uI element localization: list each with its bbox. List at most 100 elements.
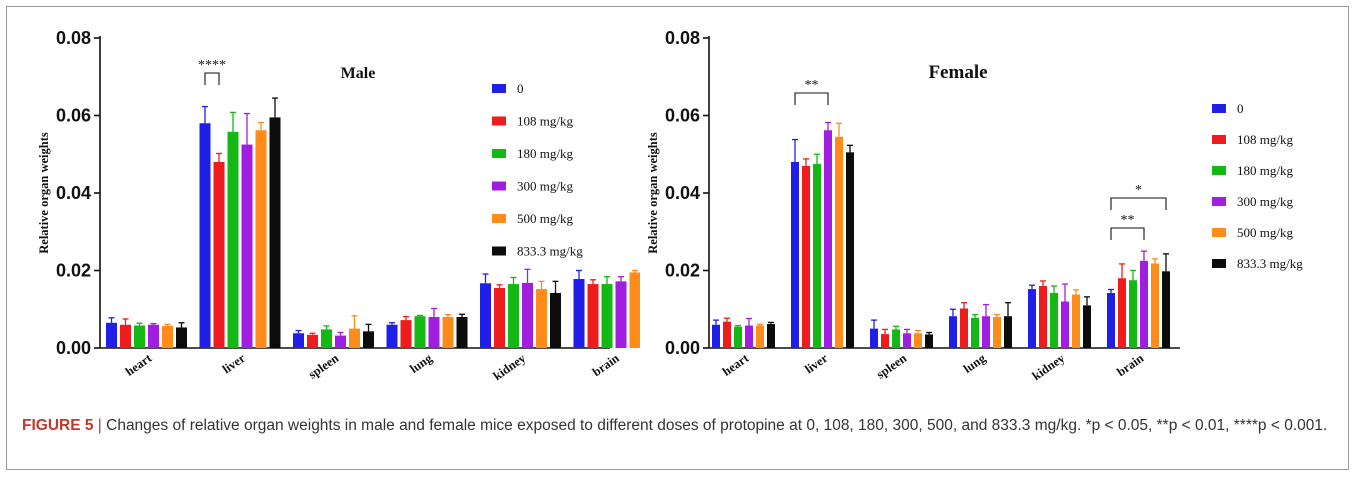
- legend-swatch: [1212, 259, 1226, 268]
- bar: [1083, 305, 1091, 348]
- chart-title: Female: [928, 62, 987, 83]
- legend-label: 500 mg/kg: [517, 211, 573, 226]
- x-tick-label: spleen: [874, 351, 909, 382]
- y-tick-label: 0.04: [665, 183, 700, 203]
- x-tick-label: lung: [961, 351, 989, 376]
- x-tick-label: kidney: [491, 351, 529, 384]
- legend-label: 300 mg/kg: [517, 179, 573, 194]
- legend-label: 0: [1237, 101, 1244, 116]
- figure-caption: FIGURE 5 | Changes of relative organ wei…: [22, 415, 1332, 437]
- y-tick-label: 0.08: [665, 28, 700, 48]
- bar: [601, 284, 613, 348]
- female-chart: 0.00 0.02 0.04 0.06 0.08 Relative organ weigh…: [646, 28, 1303, 384]
- y-tick-label: 0.08: [56, 28, 91, 48]
- y-tick-label: 0.02: [665, 261, 700, 281]
- bar: [1004, 316, 1012, 348]
- bar: [386, 324, 398, 348]
- bar: [428, 317, 440, 348]
- significance-label: ****: [198, 58, 226, 73]
- bar: [615, 281, 627, 348]
- bar: [802, 165, 810, 348]
- bar: [1039, 286, 1047, 348]
- bar: [756, 325, 764, 348]
- bar: [1118, 278, 1126, 348]
- bar: [134, 325, 145, 348]
- x-tick-label: kidney: [1030, 351, 1068, 384]
- caption-separator: |: [93, 417, 107, 434]
- y-axis-label: Relative organ weights: [37, 132, 51, 254]
- legend-swatch: [1212, 197, 1226, 206]
- significance-bracket: [1110, 227, 1145, 240]
- bar: [363, 331, 374, 348]
- bar: [960, 308, 968, 348]
- legend-label: 833.3 mg/kg: [517, 244, 583, 259]
- bar: [321, 329, 332, 348]
- bar: [870, 328, 878, 348]
- male-chart: 0.00 0.02 0.04 0.06 0.08 Relative organ weigh…: [37, 28, 640, 384]
- bar: [734, 326, 742, 348]
- legend-label: 833.3 mg/kg: [1237, 256, 1303, 271]
- legend-swatch: [492, 84, 506, 93]
- y-tick-label: 0.02: [56, 261, 91, 281]
- bar: [1162, 271, 1170, 348]
- x-tick-label: lung: [407, 351, 435, 376]
- y-axis-label: Relative organ weights: [646, 132, 660, 254]
- bar: [1151, 263, 1159, 348]
- bar: [508, 284, 519, 348]
- bar: [241, 144, 253, 348]
- bar: [335, 335, 346, 348]
- bar: [629, 272, 640, 348]
- legend-swatch: [492, 116, 506, 126]
- bar: [1050, 292, 1058, 348]
- y-tick-label: 0.00: [56, 338, 91, 358]
- y-tick-label: 0.06: [665, 106, 700, 126]
- bar: [227, 131, 239, 348]
- bar: [914, 333, 922, 348]
- legend-label: 108 mg/kg: [1237, 132, 1293, 147]
- bar: [881, 334, 889, 348]
- bar: [456, 317, 468, 348]
- chart-title: Male: [341, 65, 376, 82]
- bar: [982, 316, 990, 348]
- significance-bracket: [1110, 197, 1167, 210]
- y-tick-label: 0.04: [56, 183, 91, 203]
- bar: [269, 117, 281, 348]
- bar: [550, 292, 561, 348]
- bar: [892, 329, 900, 348]
- bar: [745, 325, 753, 348]
- bar: [349, 328, 360, 348]
- bar: [480, 283, 491, 348]
- bar: [148, 324, 159, 348]
- bar: [813, 163, 821, 348]
- legend-label: 0: [517, 81, 524, 96]
- bar: [307, 334, 318, 348]
- bar: [536, 289, 547, 348]
- legend-swatch: [1212, 228, 1226, 237]
- legend-label: 300 mg/kg: [1237, 194, 1293, 209]
- x-tick-label: heart: [720, 351, 752, 379]
- bar: [213, 162, 225, 348]
- significance-bracket: [794, 92, 829, 105]
- bar: [712, 324, 720, 348]
- caption-text: Changes of relative organ weights in mal…: [106, 417, 1328, 434]
- x-tick-label: brain: [590, 351, 622, 379]
- legend-swatch: [1212, 166, 1226, 175]
- legend-swatch: [492, 246, 506, 256]
- bar: [824, 130, 832, 348]
- x-tick-label: brain: [1114, 351, 1146, 379]
- bar: [993, 317, 1001, 348]
- bar: [176, 327, 187, 348]
- bar: [414, 316, 426, 348]
- bar: [1072, 294, 1080, 348]
- bar: [791, 162, 799, 348]
- bar: [903, 333, 911, 348]
- bar: [199, 123, 211, 348]
- bar: [949, 316, 957, 348]
- bar: [587, 284, 599, 348]
- bar: [293, 333, 304, 348]
- bar: [1107, 292, 1115, 348]
- bar: [442, 317, 454, 348]
- legend-label: 180 mg/kg: [517, 146, 573, 161]
- legend-label: 108 mg/kg: [517, 114, 573, 129]
- bar: [106, 322, 117, 348]
